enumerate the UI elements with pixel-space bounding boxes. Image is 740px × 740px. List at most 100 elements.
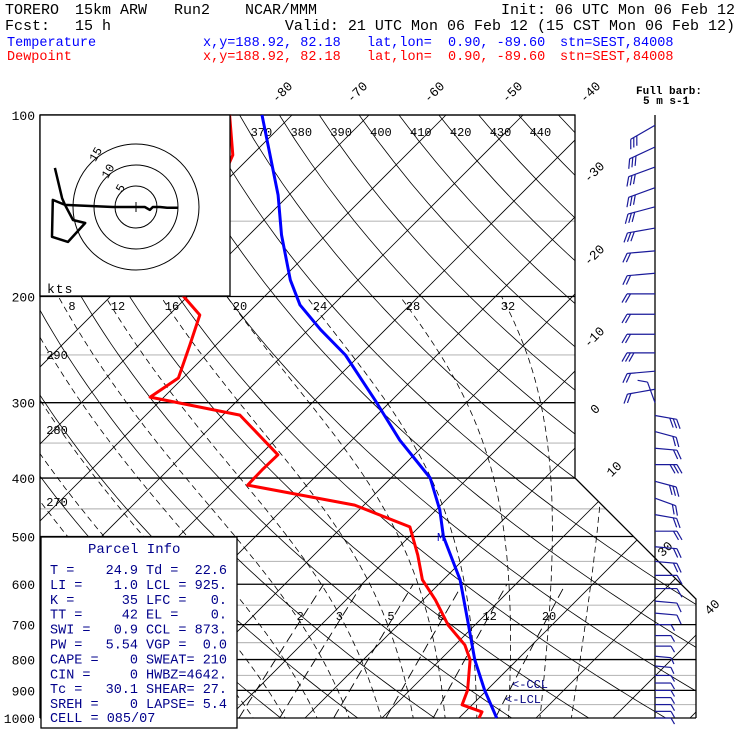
- wind-barb-feather: [670, 645, 676, 653]
- wind-barb-feather: [676, 602, 682, 613]
- hodograph-ring-label: 15: [87, 145, 106, 164]
- upper-scale-label: 20: [233, 300, 247, 314]
- parcel-field-label: LAPSE=: [146, 698, 195, 713]
- dry-adiabat-line: [558, 115, 696, 718]
- wind-barb-feather: [629, 175, 633, 186]
- temperature-profile-line: [260, 114, 499, 719]
- legend-temperature-station: stn=SEST,84008: [560, 36, 674, 51]
- theta-label: 390: [330, 126, 352, 140]
- wind-barb-feather: [624, 213, 629, 224]
- dry-adiabat-line: [398, 115, 696, 718]
- wind-barb-feather: [634, 155, 637, 166]
- legend-temperature-latlon: lat,lon= 0.90, -89.60: [367, 36, 546, 51]
- pressure-label: 200: [12, 291, 35, 306]
- wind-barb-feather: [676, 419, 681, 429]
- wind-barb-feather: [675, 486, 680, 497]
- moist-adiabat-line: [306, 296, 478, 718]
- wind-barb: [655, 703, 676, 711]
- wind-barb: [654, 600, 682, 613]
- parcel-field-label: LFC =: [146, 594, 187, 609]
- dry-adiabat-line: [239, 115, 696, 718]
- wind-barb: [654, 414, 681, 429]
- wind-barb-feather: [672, 464, 680, 474]
- dry-adiabat-line: [119, 115, 696, 718]
- wind-barb: [654, 655, 675, 665]
- wind-barb: [654, 560, 682, 573]
- parcel-field-value: 27.: [203, 683, 227, 698]
- mixing-ratio-label: 2: [297, 610, 304, 624]
- isotherm-label: -70: [344, 79, 371, 106]
- parcel-field-label: LI =: [50, 579, 82, 594]
- parcel-field-label: SWI =: [50, 624, 91, 639]
- isotherm-line: [40, 115, 370, 718]
- isotherm-label: -10: [581, 324, 608, 351]
- wind-barb: [626, 187, 656, 208]
- wind-barb-feather: [632, 194, 636, 205]
- wind-barb-feather: [672, 449, 679, 460]
- wind-barb-staff: [646, 381, 656, 403]
- wind-barb-feather: [676, 588, 683, 598]
- wind-barb-feather: [670, 704, 676, 711]
- mixing-ratio-line: [271, 583, 363, 718]
- upper-scale-label: 16: [165, 300, 179, 314]
- lcl-marker: <-LCL: [505, 693, 541, 707]
- parcel-field-value: 0.: [211, 609, 227, 624]
- wind-barb-staff: [654, 600, 677, 604]
- wind-barb-feather: [621, 352, 628, 362]
- wind-barb: [655, 710, 676, 718]
- pressure-label: 400: [12, 472, 35, 487]
- wind-barb-staff: [654, 560, 677, 564]
- parcel-field-value: 22.6: [195, 564, 227, 579]
- wind-barb: [655, 717, 676, 725]
- pressure-label: 500: [12, 530, 35, 545]
- dry-adiabat-line: [358, 115, 696, 718]
- isotherm-line: [40, 115, 524, 718]
- hodograph-ring-label: 10: [99, 162, 118, 181]
- wind-barb-feather: [676, 518, 681, 529]
- wind-barb-feather: [676, 614, 682, 625]
- wind-barb-feather: [628, 352, 635, 362]
- wind-barb-feather: [626, 232, 632, 242]
- wind-barb-staff: [654, 514, 677, 520]
- parcel-field-label: CCL =: [146, 624, 187, 639]
- isotherm-label: 10: [604, 459, 626, 481]
- wind-barb: [622, 272, 656, 286]
- wind-barb: [624, 206, 656, 224]
- parcel-field-value: 1.0: [114, 579, 138, 594]
- isotherm-line: [368, 115, 696, 718]
- wind-barb: [621, 333, 655, 344]
- isotherm-line: [214, 115, 696, 718]
- wind-barb-feather: [670, 675, 676, 682]
- wind-barb-feather: [672, 530, 680, 541]
- parcel-cell-motion: CELL = 085/07: [50, 712, 155, 727]
- wind-barb: [654, 497, 678, 516]
- wind-barb-staff: [627, 227, 656, 234]
- dry-adiabat-line: [318, 115, 696, 718]
- dry-adiabat-line: [79, 115, 688, 718]
- wind-barb-staff: [627, 272, 656, 277]
- parcel-field-label: TT =: [50, 609, 82, 624]
- dry-adiabat-line: [478, 115, 696, 718]
- hodograph-trace: [50, 167, 178, 244]
- dry-adiabat-line: [598, 115, 696, 718]
- parcel-field-label: SWEAT=: [146, 653, 195, 668]
- parcel-info-panel: [40, 536, 238, 729]
- wind-barb: [655, 645, 676, 653]
- hodograph-unit-label: kts: [47, 282, 73, 297]
- moist-adiabat-line: [40, 296, 293, 718]
- wind-barb-staff: [654, 497, 676, 507]
- wind-barb-feather: [622, 275, 628, 286]
- mixing-ratio-line: [230, 583, 324, 718]
- wind-barb-feather: [675, 505, 678, 516]
- mixing-ratio-label: 8: [437, 610, 444, 624]
- plot-border: [40, 114, 697, 718]
- theta-label: 370: [251, 126, 273, 140]
- pressure-label: 600: [12, 578, 35, 593]
- legend-temperature-xy: x,y=188.92, 82.18: [203, 36, 341, 51]
- wind-barb-feather: [628, 213, 632, 224]
- wind-barb-staff: [654, 447, 677, 451]
- isotherm-label: -20: [581, 242, 608, 269]
- wind-barb-feather: [671, 504, 675, 515]
